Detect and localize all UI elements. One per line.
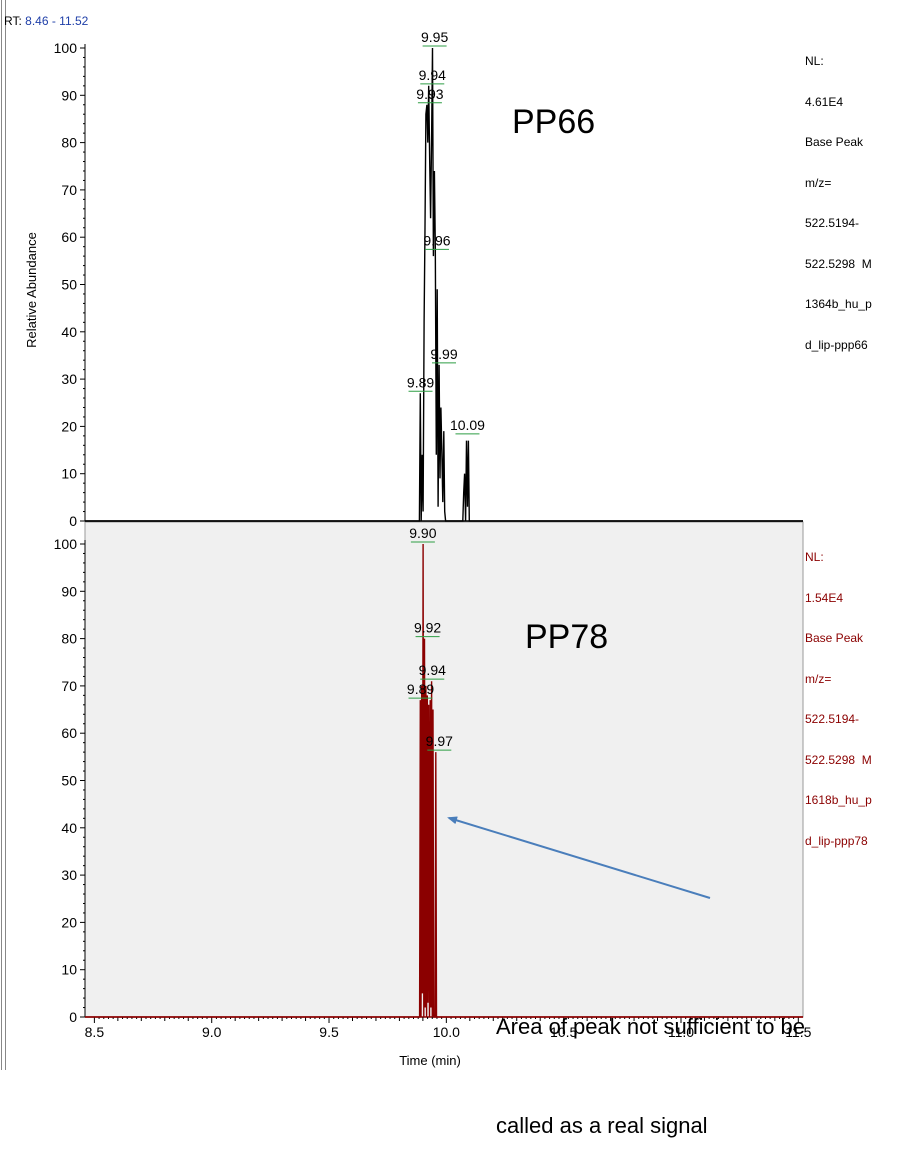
- y-tick-label: 100: [54, 40, 78, 56]
- nl-line: 522.5298 M: [805, 256, 872, 271]
- y-tick-label: 20: [61, 418, 77, 434]
- x-tick-label: 11.0: [668, 1024, 694, 1040]
- rt-label: RT:: [4, 14, 22, 28]
- y-tick-label: 100: [54, 536, 78, 552]
- nl-line: Base Peak: [805, 135, 864, 149]
- nl-line: d_lip-ppp66: [805, 337, 868, 352]
- peak-label: 9.95: [421, 29, 448, 45]
- y-tick-label: 80: [61, 631, 77, 647]
- x-tick-label: 9.0: [202, 1024, 222, 1040]
- peak-label: 9.96: [423, 232, 450, 248]
- rt-range-header: RT: 8.46 - 11.52: [4, 14, 88, 28]
- y-tick-label: 90: [61, 87, 77, 103]
- series-trace: [85, 47, 803, 522]
- nl-line: m/z=: [805, 671, 832, 686]
- nl-line: Base Peak: [805, 631, 864, 645]
- y-tick-label: 90: [61, 583, 77, 599]
- y-tick-label: 50: [61, 277, 77, 293]
- nl-line: 1364b_hu_p: [805, 297, 872, 311]
- x-tick-label: 9.5: [319, 1024, 339, 1040]
- nl-line: m/z=: [805, 175, 832, 190]
- y-tick-label: 50: [61, 773, 77, 789]
- y-tick-label: 40: [61, 324, 77, 340]
- y-tick-label: 20: [61, 914, 77, 930]
- series-trace: [85, 543, 803, 1018]
- nl-line: 1.54E4: [805, 590, 844, 605]
- peak-label: 9.90: [409, 525, 436, 541]
- y-tick-label: 70: [61, 678, 77, 694]
- y-tick-label: 10: [61, 466, 77, 482]
- y-tick-label: 70: [61, 182, 77, 198]
- peak-label: 9.99: [430, 346, 457, 362]
- x-tick-label: 10.5: [550, 1024, 577, 1040]
- peak-label: 9.94: [419, 662, 446, 678]
- x-axis-title: Time (min): [399, 1053, 461, 1068]
- nl-info-bottom: NL: 1.54E4 Base Peak m/z= 522.5194- 522.…: [805, 524, 872, 862]
- annotation-note: Area of peak not sufficient to be called…: [496, 944, 805, 1175]
- annotation-line-2: called as a real signal: [496, 1113, 708, 1138]
- nl-line: 1618b_hu_p: [805, 793, 872, 807]
- nl-line: NL:: [805, 54, 824, 68]
- y-tick-label: 60: [61, 725, 77, 741]
- y-axis-title: Relative Abundance: [24, 232, 39, 348]
- rt-range-value: 8.46 - 11.52: [25, 14, 89, 28]
- nl-line: 522.5194-: [805, 712, 860, 726]
- nl-line: d_lip-ppp78: [805, 833, 868, 848]
- y-tick-label: 0: [69, 513, 77, 529]
- x-tick-label: 10.0: [433, 1024, 460, 1040]
- peak-label: 9.89: [407, 681, 434, 697]
- y-tick-label: 30: [61, 371, 77, 387]
- nl-info-top: NL: 4.61E4 Base Peak m/z= 522.5194- 522.…: [805, 28, 872, 366]
- peak-label: 9.93: [416, 86, 443, 102]
- annotation-line-1: Area of peak not sufficient to be: [496, 1014, 806, 1039]
- y-tick-label: 40: [61, 820, 77, 836]
- x-tick-label: 8.5: [85, 1024, 105, 1040]
- nl-line: 4.61E4: [805, 94, 844, 109]
- peak-label: 9.92: [414, 620, 441, 636]
- panel-title-pp66: PP66: [512, 103, 596, 141]
- nl-line: NL:: [805, 550, 824, 564]
- nl-line: 522.5194-: [805, 216, 860, 230]
- peak-label: 10.09: [450, 417, 485, 433]
- y-tick-label: 80: [61, 135, 77, 151]
- y-tick-label: 60: [61, 229, 77, 245]
- peak-label: 9.97: [426, 733, 453, 749]
- nl-line: 522.5298 M: [805, 752, 872, 767]
- y-tick-label: 0: [69, 1009, 77, 1025]
- y-tick-label: 10: [61, 962, 77, 978]
- y-tick-label: 30: [61, 867, 77, 883]
- x-tick-label: 11.5: [785, 1024, 811, 1040]
- peak-label: 9.89: [407, 374, 434, 390]
- annotation-arrow: [447, 816, 711, 899]
- panel-title-pp78: PP78: [525, 618, 609, 656]
- peak-label: 9.94: [419, 67, 446, 83]
- plot-background: [84, 521, 804, 1018]
